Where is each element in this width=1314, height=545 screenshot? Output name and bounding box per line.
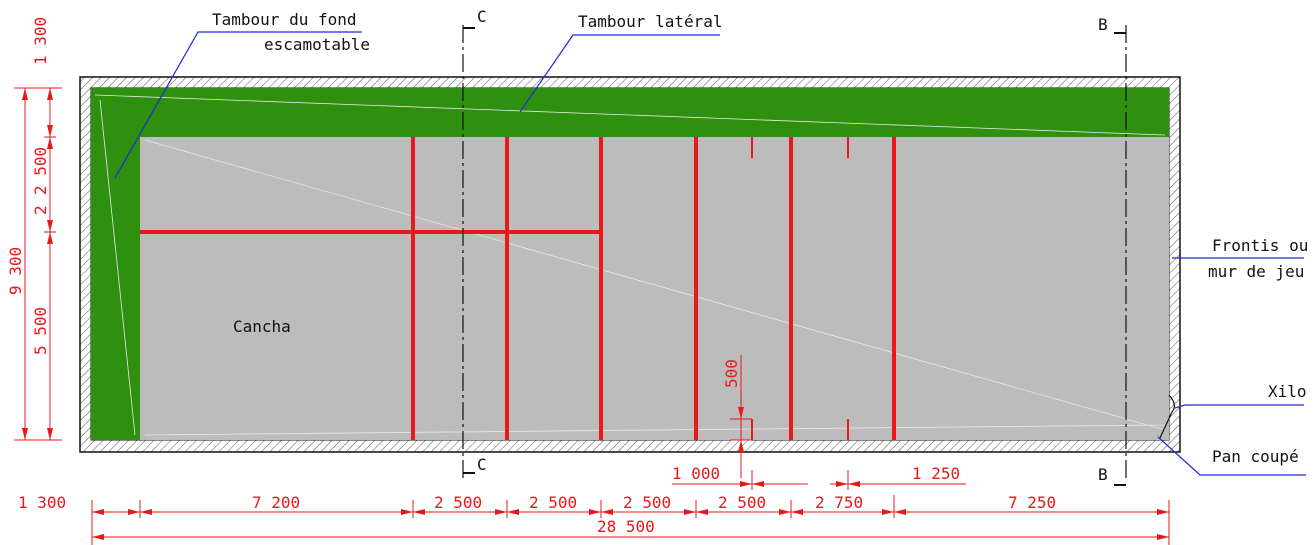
dim-mid-right: 1 250: [912, 464, 960, 483]
xilo-label: Xilo: [1268, 382, 1307, 401]
bottom-dimension-lines: [91, 495, 1170, 545]
left-dimension-arrows: [22, 88, 53, 440]
dim-left-part-2: 2: [31, 205, 50, 215]
tambour-lateral-label: Tambour latéral: [578, 12, 723, 31]
section-b-top-label: B: [1098, 15, 1108, 34]
dim-total-length: 28 500: [597, 517, 655, 536]
section-markers: [463, 27, 1126, 486]
dim-bottom-4: 2 500: [529, 493, 577, 512]
pan-coupe-label: Pan coupé: [1212, 447, 1299, 466]
section-c-bottom-label: C: [477, 455, 487, 474]
court-markings: [140, 137, 896, 440]
xilo-corner: [1159, 394, 1175, 439]
tambour-fond-label: Tambour du fond: [212, 10, 357, 29]
dim-left-part-3: 5 500: [31, 307, 50, 355]
dim-bottom-2: 7 200: [252, 493, 300, 512]
dim-bottom-6: 2 500: [718, 493, 766, 512]
dim-bottom-8: 7 250: [1008, 493, 1056, 512]
frontis-label-line2: mur de jeu: [1208, 262, 1304, 281]
annotation-leaders: [114, 31, 1306, 476]
dim-left-part-1: 2 500: [31, 147, 50, 195]
dim-bottom-5: 2 500: [623, 493, 671, 512]
dim-bottom-3: 2 500: [434, 493, 482, 512]
tambour-lateral-area: [91, 88, 1169, 137]
construction-lines: [94, 94, 1166, 436]
bottom-dimension-arrows: [92, 509, 1169, 540]
mid-dimension-arrows: [738, 407, 860, 487]
section-c-top-label: C: [477, 7, 487, 26]
dim-bottom-1: 1 300: [18, 493, 66, 512]
dim-vertical-500: 500: [722, 359, 741, 388]
tambour-fond-area: [91, 88, 140, 440]
cancha-label: Cancha: [233, 317, 291, 336]
dim-left-total: 9 300: [6, 247, 25, 295]
dim-left-outer-top: 1 300: [31, 17, 50, 65]
tambour-fond-label-line2: escamotable: [264, 35, 370, 54]
frontis-label: Frontis ou: [1212, 236, 1308, 255]
court-surface: [91, 88, 1169, 440]
dim-bottom-7: 2 750: [815, 493, 863, 512]
section-b-bottom-label: B: [1098, 465, 1108, 484]
dim-mid-left: 1 000: [672, 464, 720, 483]
